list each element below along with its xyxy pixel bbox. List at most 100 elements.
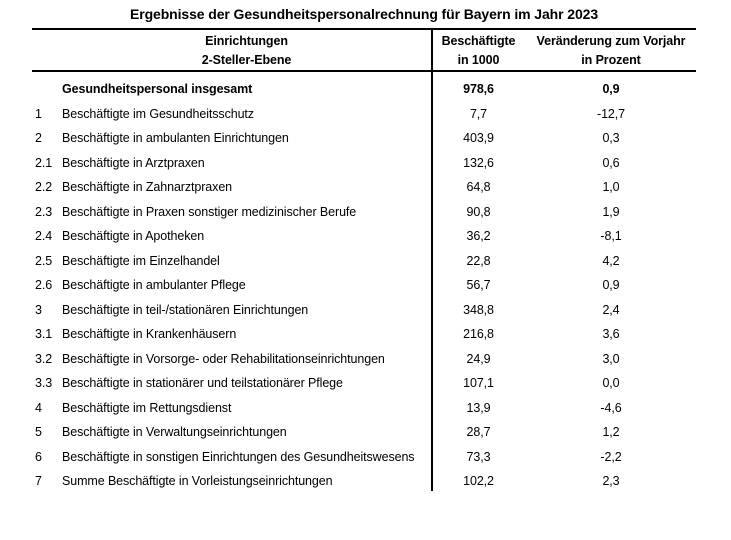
row-employees-value: 73,3 bbox=[466, 449, 491, 464]
row-label: Beschäftigte in Praxen sonstiger medizin… bbox=[62, 204, 357, 219]
row-change-value: 1,2 bbox=[602, 425, 620, 439]
table-row: 3.1 Beschäftigte in Krankenhäusern 216,8… bbox=[32, 322, 696, 347]
table-row: 2.5 Beschäftigte im Einzelhandel 22,8 4,… bbox=[32, 249, 696, 274]
row-employees-value: 102,2 bbox=[463, 474, 494, 488]
row-label: Beschäftigte im Rettungsdienst bbox=[62, 400, 232, 415]
row-label: Summe Beschäftigte in Vorleistungseinric… bbox=[62, 474, 333, 488]
row-label: Beschäftigte in teil-/stationären Einric… bbox=[62, 302, 309, 317]
row-code: 4 bbox=[35, 400, 42, 415]
table-row: 4 Beschäftigte im Rettungsdienst 13,9 -4… bbox=[32, 396, 696, 421]
row-code: 2.1 bbox=[35, 155, 53, 170]
row-label: Beschäftigte in Zahnarztpraxen bbox=[62, 180, 233, 194]
row-label: Beschäftigte in Apotheken bbox=[62, 229, 205, 243]
row-change-value: 1,0 bbox=[602, 180, 620, 194]
table-row: 1 Beschäftigte im Gesundheitsschutz 7,7 … bbox=[32, 102, 696, 127]
row-employees-value: 56,7 bbox=[466, 278, 491, 292]
row-employees-value: 348,8 bbox=[463, 302, 494, 317]
row-change-value: -4,6 bbox=[600, 400, 622, 415]
row-code: 2.5 bbox=[35, 253, 53, 268]
row-code: 2.3 bbox=[35, 204, 53, 219]
header-beschaeftigte-line1: Beschäftigte bbox=[441, 34, 516, 48]
row-code: 2.6 bbox=[35, 278, 53, 292]
row-code: 2.4 bbox=[35, 229, 53, 243]
row-employees-value: 107,1 bbox=[463, 376, 494, 390]
row-employees-value: 216,8 bbox=[463, 327, 494, 341]
row-code: 1 bbox=[35, 106, 42, 121]
row-change-value: 3,0 bbox=[602, 351, 620, 366]
table-row: 2 Beschäftigte in ambulanten Einrichtung… bbox=[32, 126, 696, 151]
row-change-value: 0,9 bbox=[602, 278, 620, 292]
header-einrichtungen: Einrichtungen 2-Steller-Ebene bbox=[32, 30, 431, 70]
row-employees-value: 978,6 bbox=[463, 82, 494, 96]
row-label: Gesundheitspersonal insgesamt bbox=[62, 82, 253, 96]
row-code: 5 bbox=[35, 425, 42, 439]
row-change-value: 4,2 bbox=[602, 253, 620, 268]
row-change-value: -2,2 bbox=[600, 449, 622, 464]
row-code: 3 bbox=[35, 302, 42, 317]
header-einrichtungen-line1: Einrichtungen bbox=[205, 34, 288, 48]
table-title: Ergebnisse der Gesundheitspersonalrechnu… bbox=[130, 6, 598, 22]
table-header-row: Einrichtungen 2-Steller-Ebene Beschäftig… bbox=[32, 30, 696, 72]
row-change-value: 3,6 bbox=[602, 327, 620, 341]
header-einrichtungen-line2: 2-Steller-Ebene bbox=[201, 53, 292, 67]
table-row: 5 Beschäftigte in Verwaltungseinrichtung… bbox=[32, 420, 696, 445]
table-row: 3.3 Beschäftigte in stationärer und teil… bbox=[32, 371, 696, 396]
row-change-value: 2,3 bbox=[602, 474, 620, 488]
row-label: Beschäftigte in ambulanten Einrichtungen bbox=[62, 131, 289, 145]
table-row: 2.2 Beschäftigte in Zahnarztpraxen 64,8 … bbox=[32, 175, 696, 200]
table-row: 3 Beschäftigte in teil-/stationären Einr… bbox=[32, 298, 696, 323]
row-employees-value: 132,6 bbox=[463, 155, 494, 170]
row-label: Beschäftigte im Gesundheitsschutz bbox=[62, 106, 254, 121]
row-change-value: 2,4 bbox=[602, 302, 620, 317]
row-employees-value: 28,7 bbox=[466, 425, 491, 439]
table-row: 2.4 Beschäftigte in Apotheken 36,2 -8,1 bbox=[32, 224, 696, 249]
row-change-value: 0,3 bbox=[602, 131, 620, 145]
row-employees-value: 403,9 bbox=[463, 131, 494, 145]
row-label: Beschäftigte in Arztpraxen bbox=[62, 155, 205, 170]
row-employees-value: 64,8 bbox=[466, 180, 491, 194]
row-label: Beschäftigte in Verwaltungseinrichtungen bbox=[62, 425, 287, 439]
row-code: 6 bbox=[35, 449, 42, 464]
table-body: Gesundheitspersonal insgesamt 978,6 0,9 … bbox=[32, 72, 696, 502]
table-row: Gesundheitspersonal insgesamt 978,6 0,9 bbox=[32, 77, 696, 102]
statistics-table: Einrichtungen 2-Steller-Ebene Beschäftig… bbox=[32, 28, 696, 502]
row-label: Beschäftigte in stationärer und teilstat… bbox=[62, 376, 343, 390]
row-change-value: 0,9 bbox=[602, 82, 620, 96]
row-change-value: 0,0 bbox=[602, 376, 620, 390]
header-veraenderung-line1: Veränderung zum Vorjahr bbox=[536, 34, 686, 48]
row-employees-value: 24,9 bbox=[466, 351, 491, 366]
row-code: 3.3 bbox=[35, 376, 53, 390]
header-beschaeftigte: Beschäftigte in 1000 bbox=[431, 30, 526, 70]
row-code bbox=[32, 77, 62, 102]
row-code: 7 bbox=[35, 474, 42, 488]
row-code: 3.2 bbox=[35, 351, 53, 366]
row-change-value: -12,7 bbox=[597, 106, 625, 121]
header-beschaeftigte-line2: in 1000 bbox=[457, 53, 500, 67]
row-label: Beschäftigte in sonstigen Einrichtungen … bbox=[62, 449, 415, 464]
row-code: 2.2 bbox=[35, 180, 53, 194]
table-row: 2.6 Beschäftigte in ambulanter Pflege 56… bbox=[32, 273, 696, 298]
column-divider bbox=[431, 30, 433, 491]
row-label: Beschäftigte in Krankenhäusern bbox=[62, 327, 237, 341]
row-label: Beschäftigte in Vorsorge- oder Rehabilit… bbox=[62, 351, 385, 366]
row-employees-value: 36,2 bbox=[466, 229, 491, 243]
row-label: Beschäftigte im Einzelhandel bbox=[62, 253, 220, 268]
table-row: 3.2 Beschäftigte in Vorsorge- oder Rehab… bbox=[32, 347, 696, 372]
table-row: 2.1 Beschäftigte in Arztpraxen 132,6 0,6 bbox=[32, 151, 696, 176]
row-employees-value: 7,7 bbox=[469, 106, 488, 121]
table-row: 6 Beschäftigte in sonstigen Einrichtunge… bbox=[32, 445, 696, 470]
row-employees-value: 22,8 bbox=[466, 253, 491, 268]
row-change-value: 0,6 bbox=[602, 155, 620, 170]
header-veraenderung-line2: in Prozent bbox=[581, 53, 641, 67]
row-employees-value: 90,8 bbox=[466, 204, 491, 219]
row-employees-value: 13,9 bbox=[466, 400, 491, 415]
row-change-value: 1,9 bbox=[602, 204, 620, 219]
header-veraenderung: Veränderung zum Vorjahr in Prozent bbox=[526, 30, 696, 70]
row-code: 2 bbox=[35, 131, 42, 145]
row-change-value: -8,1 bbox=[600, 229, 622, 243]
table-row: 7 Summe Beschäftigte in Vorleistungseinr… bbox=[32, 469, 696, 494]
row-code: 3.1 bbox=[35, 327, 53, 341]
table-row: 2.3 Beschäftigte in Praxen sonstiger med… bbox=[32, 200, 696, 225]
row-label: Beschäftigte in ambulanter Pflege bbox=[62, 278, 246, 292]
